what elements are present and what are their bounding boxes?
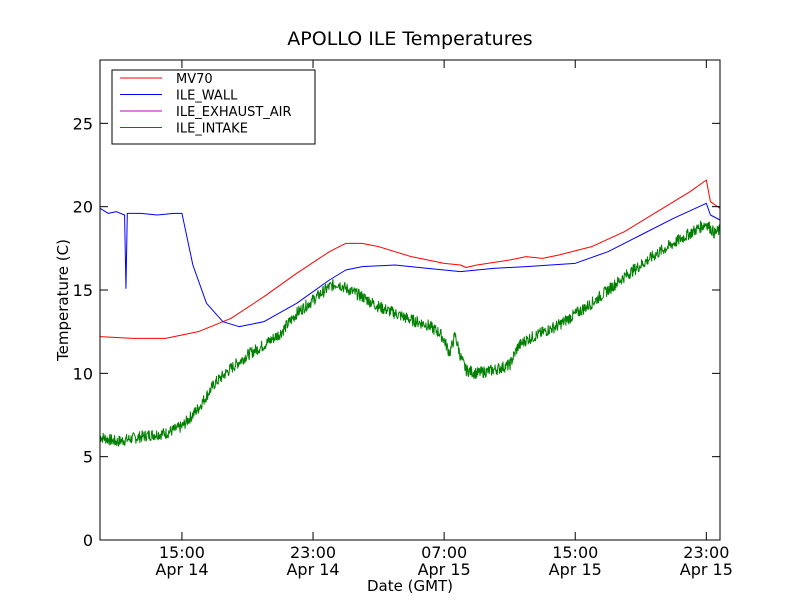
plot-frame [99, 59, 721, 541]
x-tick-label: 15:00 [159, 543, 205, 562]
x-tick-label: 07:00 [421, 543, 467, 562]
y-tick-label: 5 [83, 448, 93, 467]
series-layer [99, 179, 721, 447]
series-line-mv70 [99, 179, 721, 339]
y-tick-label: 15 [73, 281, 93, 300]
x-tick-sublabel: Apr 14 [286, 560, 339, 579]
x-axis-label: Date (GMT) [367, 577, 453, 595]
x-tick-label: 15:00 [552, 543, 598, 562]
legend-label: ILE_WALL [176, 89, 238, 104]
x-tick-label: 23:00 [290, 543, 336, 562]
legend-label: ILE_INTAKE [176, 122, 248, 137]
legend-label: ILE_EXHAUST_AIR [176, 105, 292, 120]
y-tick-label: 10 [73, 364, 93, 383]
x-tick-sublabel: Apr 15 [549, 560, 602, 579]
series-line-ile-intake [99, 220, 721, 447]
y-tick-label: 0 [83, 531, 93, 550]
legend-label: MV70 [176, 72, 213, 87]
x-tick-sublabel: Apr 15 [680, 560, 733, 579]
chart-title: APOLLO ILE Temperatures [287, 28, 532, 50]
y-axis-label: Temperature (C) [54, 239, 72, 362]
x-tick-sublabel: Apr 15 [418, 560, 471, 579]
y-tick-label: 20 [73, 198, 93, 217]
x-tick-label: 23:00 [683, 543, 729, 562]
y-axis: 0 5 10 15 20 25 [73, 114, 720, 550]
y-tick-label: 25 [73, 114, 93, 133]
legend-box [111, 69, 316, 145]
x-tick-sublabel: Apr 14 [155, 560, 208, 579]
series-line-ile-wall [99, 202, 721, 328]
